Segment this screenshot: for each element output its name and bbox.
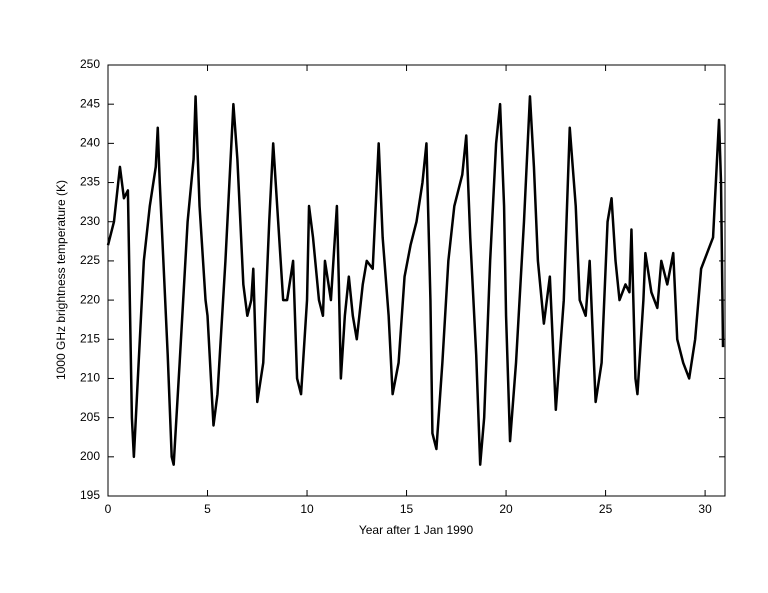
y-tick-label: 220 — [80, 292, 100, 306]
y-tick-label: 215 — [80, 331, 100, 345]
x-tick-label: 10 — [300, 502, 314, 516]
x-tick-label: 0 — [105, 502, 112, 516]
y-tick-label: 230 — [80, 214, 100, 228]
x-axis-label: Year after 1 Jan 1990 — [359, 523, 474, 537]
x-tick-label: 15 — [400, 502, 414, 516]
x-tick-label: 5 — [204, 502, 211, 516]
x-tick-label: 25 — [599, 502, 613, 516]
plot-frame — [107, 64, 726, 497]
y-tick-label: 245 — [80, 96, 100, 110]
y-tick-label: 205 — [80, 410, 100, 424]
y-axis-label: 1000 GHz brightness temperature (K) — [54, 180, 68, 380]
y-tick-label: 240 — [80, 136, 100, 150]
data-line — [106, 95, 725, 466]
y-tick-label: 210 — [80, 371, 100, 385]
x-tick-label: 20 — [499, 502, 513, 516]
y-tick-label: 225 — [80, 253, 100, 267]
y-tick-label: 200 — [80, 449, 100, 463]
y-tick-label: 250 — [80, 57, 100, 71]
y-tick-label: 195 — [80, 488, 100, 502]
x-tick-label: 30 — [698, 502, 712, 516]
y-tick-label: 235 — [80, 175, 100, 189]
